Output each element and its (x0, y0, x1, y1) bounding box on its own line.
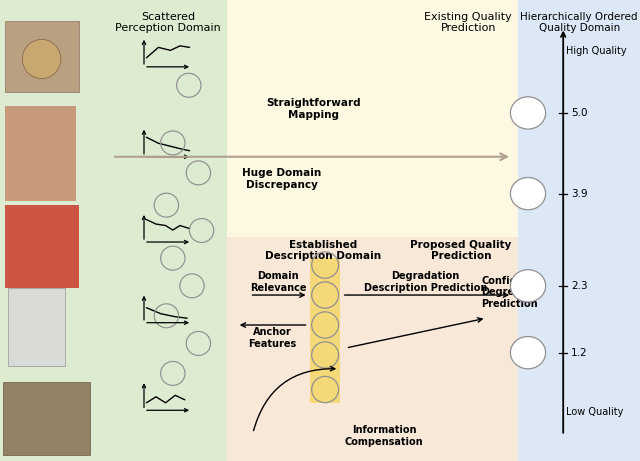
Text: High Quality: High Quality (566, 46, 627, 56)
Ellipse shape (22, 39, 61, 79)
Bar (310, 258, 340, 403)
Text: Existing Quality
Prediction: Existing Quality Prediction (424, 12, 512, 33)
Ellipse shape (511, 177, 545, 210)
Text: Scattered
Perception Domain: Scattered Perception Domain (115, 12, 221, 33)
Text: 5.0: 5.0 (571, 108, 588, 118)
Text: Low Quality: Low Quality (566, 407, 624, 417)
Ellipse shape (511, 270, 545, 302)
Text: Straightforward
Mapping: Straightforward Mapping (266, 98, 361, 120)
Bar (518, 0, 640, 461)
Bar (227, 0, 518, 237)
FancyBboxPatch shape (5, 106, 76, 201)
Text: 2.3: 2.3 (571, 281, 588, 291)
Text: Domain
Relevance: Domain Relevance (250, 271, 307, 293)
Text: Degradation
Description Prediction: Degradation Description Prediction (364, 271, 487, 293)
Text: Proposed Quality
Prediction: Proposed Quality Prediction (410, 240, 511, 261)
Text: Anchor
Features: Anchor Features (248, 327, 296, 349)
Ellipse shape (511, 97, 545, 129)
FancyBboxPatch shape (3, 382, 90, 455)
Text: Confidence
Degree
Prediction: Confidence Degree Prediction (481, 276, 543, 309)
Text: 3.9: 3.9 (571, 189, 588, 199)
Text: Established
Description Domain: Established Description Domain (265, 240, 381, 261)
Text: 1.2: 1.2 (571, 348, 588, 358)
FancyBboxPatch shape (5, 21, 79, 92)
Bar (227, 237, 518, 461)
FancyBboxPatch shape (8, 288, 65, 366)
Text: Huge Domain
Discrepancy: Huge Domain Discrepancy (242, 168, 321, 190)
Text: Information
Compensation: Information Compensation (345, 425, 423, 447)
Ellipse shape (511, 337, 545, 369)
FancyBboxPatch shape (5, 205, 79, 288)
Text: Hierarchically Ordered
Quality Domain: Hierarchically Ordered Quality Domain (520, 12, 638, 33)
Bar (0, 0, 227, 461)
